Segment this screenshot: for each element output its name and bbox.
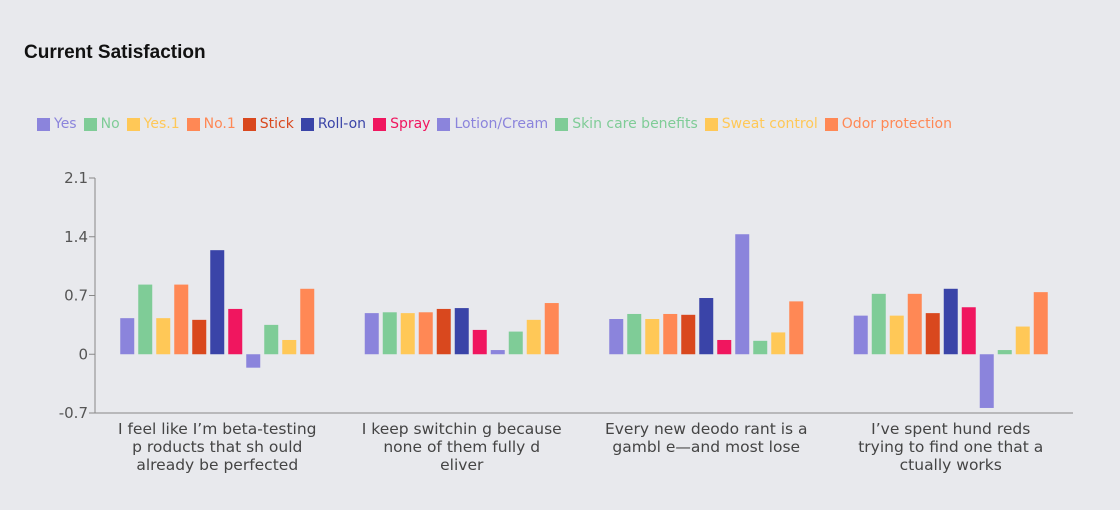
bar — [264, 324, 279, 355]
bar — [735, 234, 750, 355]
legend-swatch — [186, 117, 200, 131]
bar — [174, 284, 189, 355]
bar — [979, 354, 994, 408]
bar — [210, 250, 225, 355]
y-tick-label: 0 — [78, 345, 88, 363]
bar — [925, 313, 940, 355]
legend-label: Sweat control — [721, 116, 818, 132]
legend-item[interactable]: Spray — [373, 116, 430, 132]
bar — [609, 319, 624, 355]
legend-label: No — [100, 116, 120, 132]
bar — [156, 318, 171, 355]
bar — [907, 293, 922, 355]
bar — [300, 288, 315, 355]
bar — [753, 340, 768, 355]
legend-item[interactable]: Yes.1 — [126, 116, 180, 132]
bar — [508, 331, 523, 355]
x-tick-label: none of them fully d — [383, 438, 540, 456]
y-tick-label: -0.7 — [59, 404, 88, 422]
legend-item[interactable]: No — [83, 116, 120, 132]
legend-label: Stick — [259, 116, 294, 132]
bar — [943, 288, 958, 355]
legend-item[interactable]: Lotion/Cream — [437, 116, 548, 132]
bar — [1015, 326, 1030, 355]
bar — [282, 339, 297, 355]
bar — [454, 308, 469, 355]
legend-item[interactable]: Skin care benefits — [555, 116, 698, 132]
bar — [526, 319, 541, 355]
x-tick-label: I’ve spent hund reds — [871, 420, 1030, 438]
legend-swatch — [824, 117, 838, 131]
legend-item[interactable]: Roll-on — [300, 116, 367, 132]
legend-swatch — [704, 117, 718, 131]
bar — [120, 318, 135, 355]
bar — [853, 315, 868, 355]
bar — [681, 314, 696, 355]
y-tick-label: 1.4 — [64, 228, 88, 246]
legend-item[interactable]: Stick — [242, 116, 294, 132]
legend-item[interactable]: Odor protection — [824, 116, 952, 132]
bar — [472, 329, 487, 355]
bar — [889, 315, 904, 355]
x-tick-label: already be perfected — [136, 456, 298, 474]
bar — [699, 298, 714, 355]
bar — [627, 313, 642, 355]
bar — [436, 308, 451, 355]
bar — [418, 312, 433, 355]
legend-swatch — [437, 117, 451, 131]
legend-swatch — [555, 117, 569, 131]
chart-title: Current Satisfaction — [24, 42, 206, 63]
bar — [645, 319, 660, 355]
legend-swatch — [300, 117, 314, 131]
bar — [961, 307, 976, 355]
legend-label: Yes.1 — [143, 116, 180, 132]
legend-label: Odor protection — [841, 116, 952, 132]
legend-item[interactable]: Yes — [37, 116, 77, 132]
legend-label: Spray — [390, 116, 431, 132]
legend-swatch — [37, 117, 50, 131]
bar — [871, 293, 886, 355]
bar — [246, 354, 261, 368]
x-tick-label: I keep switchin g because — [362, 420, 562, 438]
x-tick-label: trying to find one that a — [858, 438, 1043, 456]
legend-swatch — [242, 117, 256, 131]
legend-swatch — [126, 117, 140, 131]
x-tick-label: Every new deodo rant is a — [605, 420, 808, 438]
bar — [663, 313, 678, 355]
bar — [1033, 292, 1048, 355]
legend-item[interactable]: Sweat control — [704, 116, 818, 132]
legend-label: Skin care benefits — [572, 116, 698, 132]
bar — [997, 350, 1012, 355]
bar — [228, 308, 243, 355]
x-tick-label: I feel like I’m beta-testing — [118, 420, 317, 438]
bar — [544, 303, 559, 355]
y-tick-label: 2.1 — [64, 169, 88, 187]
legend-swatch — [83, 117, 97, 131]
legend-label: Roll-on — [317, 116, 367, 132]
bar — [138, 284, 153, 355]
y-tick-label: 0.7 — [64, 287, 88, 305]
x-tick-label: gambl e—and most lose — [612, 438, 800, 456]
x-tick-label: ctually works — [900, 456, 1002, 474]
legend-item[interactable]: No.1 — [186, 116, 236, 132]
bar — [400, 313, 415, 355]
x-tick-label: eliver — [440, 456, 484, 474]
legend-label: Yes — [54, 116, 77, 132]
bar — [789, 301, 804, 355]
bar — [382, 312, 397, 355]
bar — [490, 350, 505, 355]
legend-label: Lotion/Cream — [454, 116, 549, 132]
bar — [192, 319, 207, 355]
bar — [717, 339, 732, 355]
bar — [771, 332, 786, 355]
legend-label: No.1 — [203, 116, 236, 132]
chart-legend: Yes No Yes.1 No.1 Stick Roll-on Spray Lotion/Cr… — [37, 116, 1097, 132]
legend-swatch — [373, 117, 387, 131]
x-tick-label: p roducts that sh ould — [132, 438, 302, 456]
bar — [364, 313, 379, 355]
